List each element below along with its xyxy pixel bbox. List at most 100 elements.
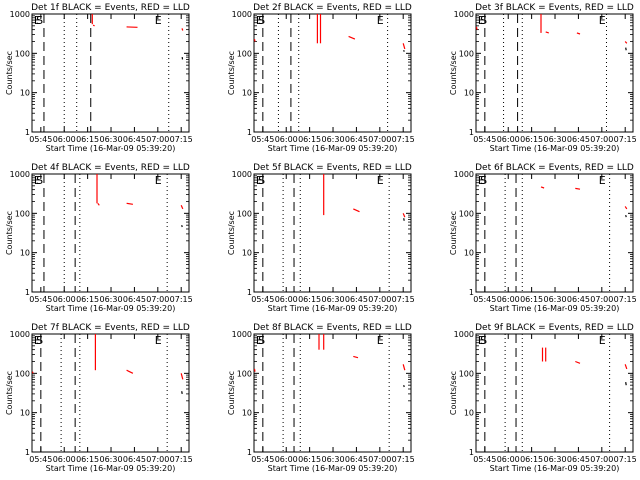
event-marker-label: E xyxy=(478,174,485,187)
x-tick-label: 05:45 xyxy=(251,295,274,304)
x-tick-label: 07:00 xyxy=(590,455,613,464)
x-tick-label: 07:15 xyxy=(614,295,637,304)
series-segment xyxy=(181,391,183,395)
x-tick-label: 06:00 xyxy=(53,295,76,304)
y-tick-label: 100 xyxy=(459,369,474,378)
x-tick-label: 06:30 xyxy=(99,295,122,304)
y-tick-label: 1 xyxy=(469,288,474,297)
y-tick-label: 100 xyxy=(15,209,30,218)
x-tick-label: 06:00 xyxy=(497,295,520,304)
y-tick-label: 1 xyxy=(247,128,252,137)
x-tick-label: 05:45 xyxy=(29,135,52,144)
plot-frame xyxy=(475,333,634,453)
y-axis-label: Counts/sec xyxy=(5,211,14,255)
y-tick-label: 10 xyxy=(20,249,30,258)
y-tick-label: 1 xyxy=(25,128,30,137)
x-tick-label: 06:15 xyxy=(298,135,321,144)
y-axis-label: Counts/sec xyxy=(449,51,458,95)
x-tick-label: 07:15 xyxy=(170,295,193,304)
plot-frame xyxy=(31,173,190,293)
event-marker-label: E xyxy=(155,334,162,347)
series-segment xyxy=(403,385,405,388)
series-segment xyxy=(181,28,184,31)
y-tick-label: 100 xyxy=(237,369,252,378)
y-tick-label: 10 xyxy=(20,409,30,418)
x-tick-label: 06:00 xyxy=(275,135,298,144)
y-tick-label: 1000 xyxy=(232,10,252,19)
x-tick-label: 06:45 xyxy=(345,295,368,304)
event-marker-label: E xyxy=(34,334,41,347)
y-tick-label: 1 xyxy=(469,448,474,457)
x-tick-label: 06:30 xyxy=(321,295,344,304)
event-marker-label: E xyxy=(478,14,485,27)
x-tick-label: 05:45 xyxy=(473,135,496,144)
y-axis-label: Counts/sec xyxy=(5,51,14,95)
x-tick-label: 06:15 xyxy=(520,135,543,144)
x-tick-label: 07:15 xyxy=(392,295,415,304)
y-tick-label: 10 xyxy=(464,409,474,418)
x-tick-label: 07:15 xyxy=(614,135,637,144)
plot-frame xyxy=(253,173,412,293)
x-tick-label: 06:15 xyxy=(520,455,543,464)
panel-title: Det 1f BLACK = Events, RED = LLD xyxy=(31,3,190,13)
x-tick-label: 07:15 xyxy=(170,455,193,464)
series-segment xyxy=(402,364,406,371)
y-tick-label: 100 xyxy=(15,369,30,378)
series-segment xyxy=(540,186,545,189)
x-tick-label: 05:45 xyxy=(251,455,274,464)
x-tick-label: 07:00 xyxy=(368,295,391,304)
x-tick-label: 06:45 xyxy=(567,135,590,144)
event-marker-label: S xyxy=(480,174,487,187)
panel-title: Det 2f BLACK = Events, RED = LLD xyxy=(253,3,412,13)
event-marker-label: S xyxy=(36,334,43,347)
x-axis-label: Start Time (16-Mar-09 05:39:20) xyxy=(46,144,176,153)
y-tick-label: 1 xyxy=(25,448,30,457)
event-marker-label: E xyxy=(155,174,162,187)
y-axis-label: Counts/sec xyxy=(5,371,14,415)
detector-panel: Det 8f BLACK = Events, RED = LLD 1 10 100 10… xyxy=(227,323,415,473)
x-tick-label: 06:45 xyxy=(345,455,368,464)
y-tick-label: 10 xyxy=(464,89,474,98)
series-segment xyxy=(576,32,581,35)
series-segment xyxy=(625,214,627,218)
x-tick-label: 06:30 xyxy=(321,135,344,144)
event-marker-label: S xyxy=(258,14,265,27)
detector-panel: Det 9f BLACK = Events, RED = LLD 1 10 100 10… xyxy=(449,323,637,473)
event-marker-label: E xyxy=(256,174,263,187)
series-segment xyxy=(624,41,628,44)
event-marker-label: E xyxy=(599,174,606,187)
plot-frame xyxy=(475,13,634,133)
x-axis-label: Start Time (16-Mar-09 05:39:20) xyxy=(46,304,176,313)
y-tick-label: 10 xyxy=(242,409,252,418)
series-segment xyxy=(92,24,95,27)
x-tick-label: 07:15 xyxy=(392,455,415,464)
event-marker-label: E xyxy=(377,334,384,347)
event-marker-label: E xyxy=(599,334,606,347)
x-axis-label: Start Time (16-Mar-09 05:39:20) xyxy=(268,144,398,153)
x-tick-label: 06:45 xyxy=(123,135,146,144)
x-tick-label: 07:00 xyxy=(590,295,613,304)
event-marker-label: E xyxy=(599,14,606,27)
panel-title: Det 6f BLACK = Events, RED = LLD xyxy=(475,163,634,173)
x-tick-label: 06:15 xyxy=(76,135,99,144)
event-marker-label: E xyxy=(256,334,263,347)
x-tick-label: 05:45 xyxy=(29,295,52,304)
y-axis-label: Counts/sec xyxy=(227,371,236,415)
event-marker-label: E xyxy=(377,14,384,27)
panel-title: Det 8f BLACK = Events, RED = LLD xyxy=(253,323,412,333)
x-tick-label: 06:00 xyxy=(53,455,76,464)
series-segment xyxy=(126,369,134,374)
y-tick-label: 1000 xyxy=(232,330,252,339)
detector-panel: Det 6f BLACK = Events, RED = LLD 1 10 100 10… xyxy=(449,163,637,313)
y-axis-label: Counts/sec xyxy=(227,211,236,255)
series-segment xyxy=(180,205,184,210)
x-axis-label: Start Time (16-Mar-09 05:39:20) xyxy=(268,464,398,473)
series-segment xyxy=(625,47,627,51)
x-tick-label: 06:30 xyxy=(99,455,122,464)
event-marker-label: S xyxy=(258,174,265,187)
x-tick-label: 06:45 xyxy=(123,295,146,304)
x-tick-label: 06:00 xyxy=(497,135,520,144)
series-segment xyxy=(575,187,581,190)
detector-panel: Det 1f BLACK = Events, RED = LLD 1 10 100 10… xyxy=(5,3,193,153)
